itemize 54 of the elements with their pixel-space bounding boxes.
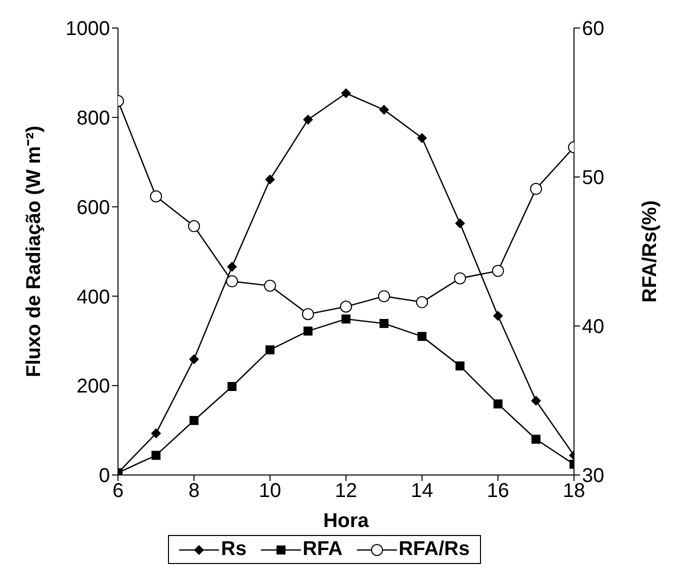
y-tick-label: 800 (76, 108, 110, 130)
y2-axis-title: RFA/Rs(%) (639, 200, 662, 303)
point (341, 88, 351, 98)
point (228, 382, 236, 391)
y-tick-label: 1000 (66, 18, 110, 40)
x-tick-label: 12 (334, 480, 358, 502)
x-tick-label: 10 (258, 480, 282, 502)
point (379, 104, 389, 115)
point (264, 280, 276, 292)
point (417, 132, 427, 143)
point (418, 332, 426, 341)
y-axis-title: Fluxo de Radiação (W m⁻²) (23, 126, 46, 378)
point (531, 396, 541, 406)
point (303, 114, 313, 125)
point (189, 354, 199, 364)
legend-label: Rs (221, 538, 247, 561)
y2-tick-label: 40 (582, 316, 604, 338)
y-tick-label: 400 (76, 286, 110, 308)
x-tick-label: 16 (486, 480, 510, 502)
point (152, 450, 160, 460)
point (304, 326, 312, 336)
y-tick-label: 0 (98, 465, 110, 488)
point (227, 262, 237, 272)
point (455, 218, 465, 228)
point (532, 434, 540, 444)
point (492, 264, 504, 277)
point (266, 345, 274, 354)
point (190, 416, 198, 425)
point (302, 308, 314, 320)
point (265, 174, 275, 185)
point (378, 290, 390, 302)
point (494, 399, 502, 408)
y-tick-label: 200 (76, 376, 110, 398)
point (226, 275, 238, 288)
x-tick-label: 8 (188, 480, 200, 502)
y-tick-label: 600 (76, 196, 110, 219)
point (342, 314, 350, 324)
y2-tick-label: 60 (582, 18, 604, 40)
point (380, 318, 388, 328)
point (456, 361, 464, 370)
x-axis-title: Hora (323, 510, 370, 532)
point (150, 190, 162, 202)
y2-tick-label: 50 (582, 167, 604, 190)
point (416, 296, 428, 308)
x-tick-label: 6 (112, 480, 124, 502)
point (188, 220, 200, 232)
point (454, 272, 466, 284)
point (340, 300, 352, 313)
point (493, 310, 503, 321)
legend-label: RFA (302, 538, 343, 561)
x-tick-label: 14 (410, 480, 434, 502)
point (151, 428, 161, 438)
legend-label: RFA/Rs (398, 538, 470, 561)
point (530, 182, 542, 195)
